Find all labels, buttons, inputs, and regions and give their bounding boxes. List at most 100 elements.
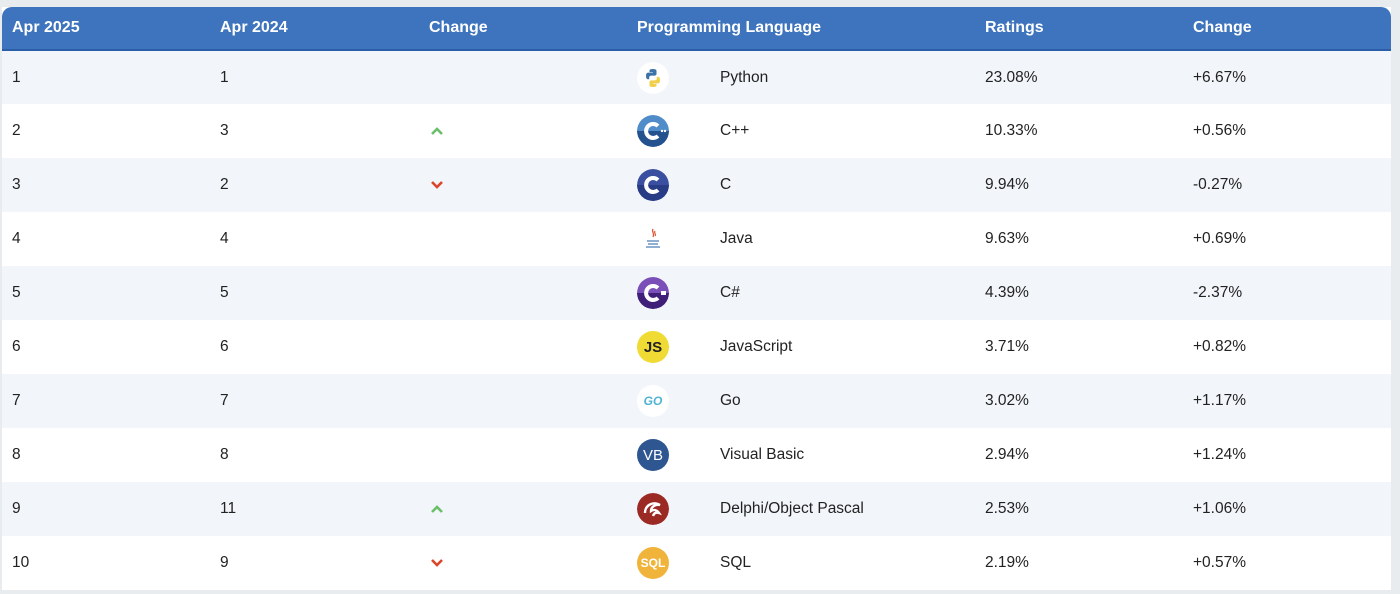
language-name[interactable]: Visual Basic bbox=[720, 446, 805, 463]
language-name[interactable]: C++ bbox=[720, 122, 750, 139]
rank-2025: 6 bbox=[12, 338, 21, 355]
trend-down-icon bbox=[431, 554, 443, 572]
rank-change bbox=[419, 212, 627, 266]
rating-change: -2.37% bbox=[1193, 284, 1243, 301]
language-cell: JS JavaScript bbox=[627, 320, 975, 374]
table-row[interactable]: 9 11 Delphi/Object Pascal 2.53% +1.06% bbox=[2, 482, 1391, 536]
language-name[interactable]: C# bbox=[720, 284, 740, 301]
rank-2024: 11 bbox=[220, 500, 237, 517]
table-row[interactable]: 8 8 VB Visual Basic 2.94% +1.24% bbox=[2, 428, 1391, 482]
language-name[interactable]: C bbox=[720, 176, 732, 193]
rank-change bbox=[419, 320, 627, 374]
header-change-rank[interactable]: Change bbox=[419, 7, 627, 51]
table-row[interactable]: 1 1 Python 23.08% +6.67% bbox=[2, 50, 1391, 104]
header-change-rating[interactable]: Change bbox=[1183, 7, 1391, 51]
rank-change bbox=[419, 482, 627, 536]
delphi-icon bbox=[637, 493, 669, 525]
header-apr-2024[interactable]: Apr 2024 bbox=[210, 7, 419, 51]
rating-change: +6.67% bbox=[1193, 68, 1247, 86]
table-row[interactable]: 4 4 Java 9.63% +0.69% bbox=[2, 212, 1391, 266]
rank-2025: 1 bbox=[12, 68, 21, 86]
rank-2024: 5 bbox=[220, 284, 229, 301]
rating: 2.19% bbox=[985, 554, 1029, 571]
rank-change bbox=[419, 158, 627, 212]
trend-up-icon bbox=[431, 500, 443, 518]
javascript-icon: JS bbox=[637, 331, 669, 363]
rank-2024: 2 bbox=[220, 176, 229, 193]
rank-2025: 3 bbox=[12, 176, 21, 193]
language-cell: VB Visual Basic bbox=[627, 428, 975, 482]
table-header-row: Apr 2025 Apr 2024 Change Programming Lan… bbox=[2, 7, 1391, 51]
language-name[interactable]: SQL bbox=[720, 554, 752, 571]
rank-change bbox=[419, 374, 627, 428]
csharp-icon bbox=[637, 277, 669, 309]
rating-change: +0.57% bbox=[1193, 554, 1247, 571]
rank-2024: 1 bbox=[220, 68, 229, 86]
table-row[interactable]: 2 3 C++ 10.33% +0.56% bbox=[2, 104, 1391, 158]
language-cell: Java bbox=[627, 212, 975, 266]
rating: 2.94% bbox=[985, 446, 1029, 463]
rating: 2.53% bbox=[985, 500, 1029, 517]
header-programming-language[interactable]: Programming Language bbox=[627, 7, 975, 51]
table-row[interactable]: 10 9 SQL SQL 2.19% +0.57% bbox=[2, 536, 1391, 590]
python-icon bbox=[637, 61, 669, 94]
java-icon bbox=[637, 223, 669, 255]
rank-2025: 5 bbox=[12, 284, 21, 301]
rating: 3.71% bbox=[985, 338, 1029, 355]
header-ratings[interactable]: Ratings bbox=[975, 7, 1183, 51]
rank-change bbox=[419, 50, 627, 104]
trend-down-icon bbox=[431, 176, 443, 194]
c-icon bbox=[637, 169, 669, 201]
language-cell: C bbox=[627, 158, 975, 212]
go-icon: GO bbox=[637, 385, 669, 417]
rank-2025: 7 bbox=[12, 392, 21, 409]
rating-change: +1.17% bbox=[1193, 392, 1247, 409]
table-row[interactable]: 3 2 C 9.94% -0.27% bbox=[2, 158, 1391, 212]
language-cell: C# bbox=[627, 266, 975, 320]
rating-change: +0.82% bbox=[1193, 338, 1247, 355]
rating-change: +1.06% bbox=[1193, 500, 1247, 517]
table-row[interactable]: 7 7 GO Go 3.02% +1.17% bbox=[2, 374, 1391, 428]
trend-up-icon bbox=[431, 122, 443, 140]
rank-change bbox=[419, 428, 627, 482]
rating: 9.63% bbox=[985, 230, 1029, 247]
rating-change: +1.24% bbox=[1193, 446, 1247, 463]
cplusplus-icon bbox=[637, 115, 669, 147]
tiobe-ranking-table: Apr 2025 Apr 2024 Change Programming Lan… bbox=[2, 7, 1391, 590]
rank-2024: 9 bbox=[220, 554, 229, 571]
rating-change: +0.69% bbox=[1193, 230, 1247, 247]
rank-2025: 2 bbox=[12, 122, 21, 139]
visual-basic-icon: VB bbox=[637, 439, 669, 471]
language-name[interactable]: Go bbox=[720, 392, 741, 409]
rank-change bbox=[419, 536, 627, 590]
language-name[interactable]: Delphi/Object Pascal bbox=[720, 500, 864, 517]
language-cell: C++ bbox=[627, 104, 975, 158]
language-cell: GO Go bbox=[627, 374, 975, 428]
rank-2025: 10 bbox=[12, 554, 30, 571]
language-cell: Delphi/Object Pascal bbox=[627, 482, 975, 536]
rating-change: -0.27% bbox=[1193, 176, 1243, 193]
table-row[interactable]: 5 5 C# 4.39% -2.37% bbox=[2, 266, 1391, 320]
rank-2025: 9 bbox=[12, 500, 21, 517]
rating: 3.02% bbox=[985, 392, 1029, 409]
rank-2024: 7 bbox=[220, 392, 229, 409]
rating: 10.33% bbox=[985, 122, 1038, 139]
rank-2025: 8 bbox=[12, 446, 21, 463]
rank-change bbox=[419, 266, 627, 320]
rank-2024: 6 bbox=[220, 338, 229, 355]
ranking-table-container: Apr 2025 Apr 2024 Change Programming Lan… bbox=[2, 7, 1391, 590]
rank-2024: 8 bbox=[220, 446, 229, 463]
sql-icon: SQL bbox=[637, 547, 669, 579]
rank-change bbox=[419, 104, 627, 158]
rating: 4.39% bbox=[985, 284, 1029, 301]
rating: 9.94% bbox=[985, 176, 1029, 193]
language-name[interactable]: JavaScript bbox=[720, 338, 793, 355]
header-apr-2025[interactable]: Apr 2025 bbox=[2, 7, 210, 51]
language-name[interactable]: Python bbox=[720, 68, 769, 86]
language-cell: SQL SQL bbox=[627, 536, 975, 590]
table-row[interactable]: 6 6 JS JavaScript 3.71% +0.82% bbox=[2, 320, 1391, 374]
rating: 23.08% bbox=[985, 68, 1038, 86]
rank-2024: 4 bbox=[220, 230, 229, 247]
rank-2024: 3 bbox=[220, 122, 229, 139]
language-name[interactable]: Java bbox=[720, 230, 753, 247]
